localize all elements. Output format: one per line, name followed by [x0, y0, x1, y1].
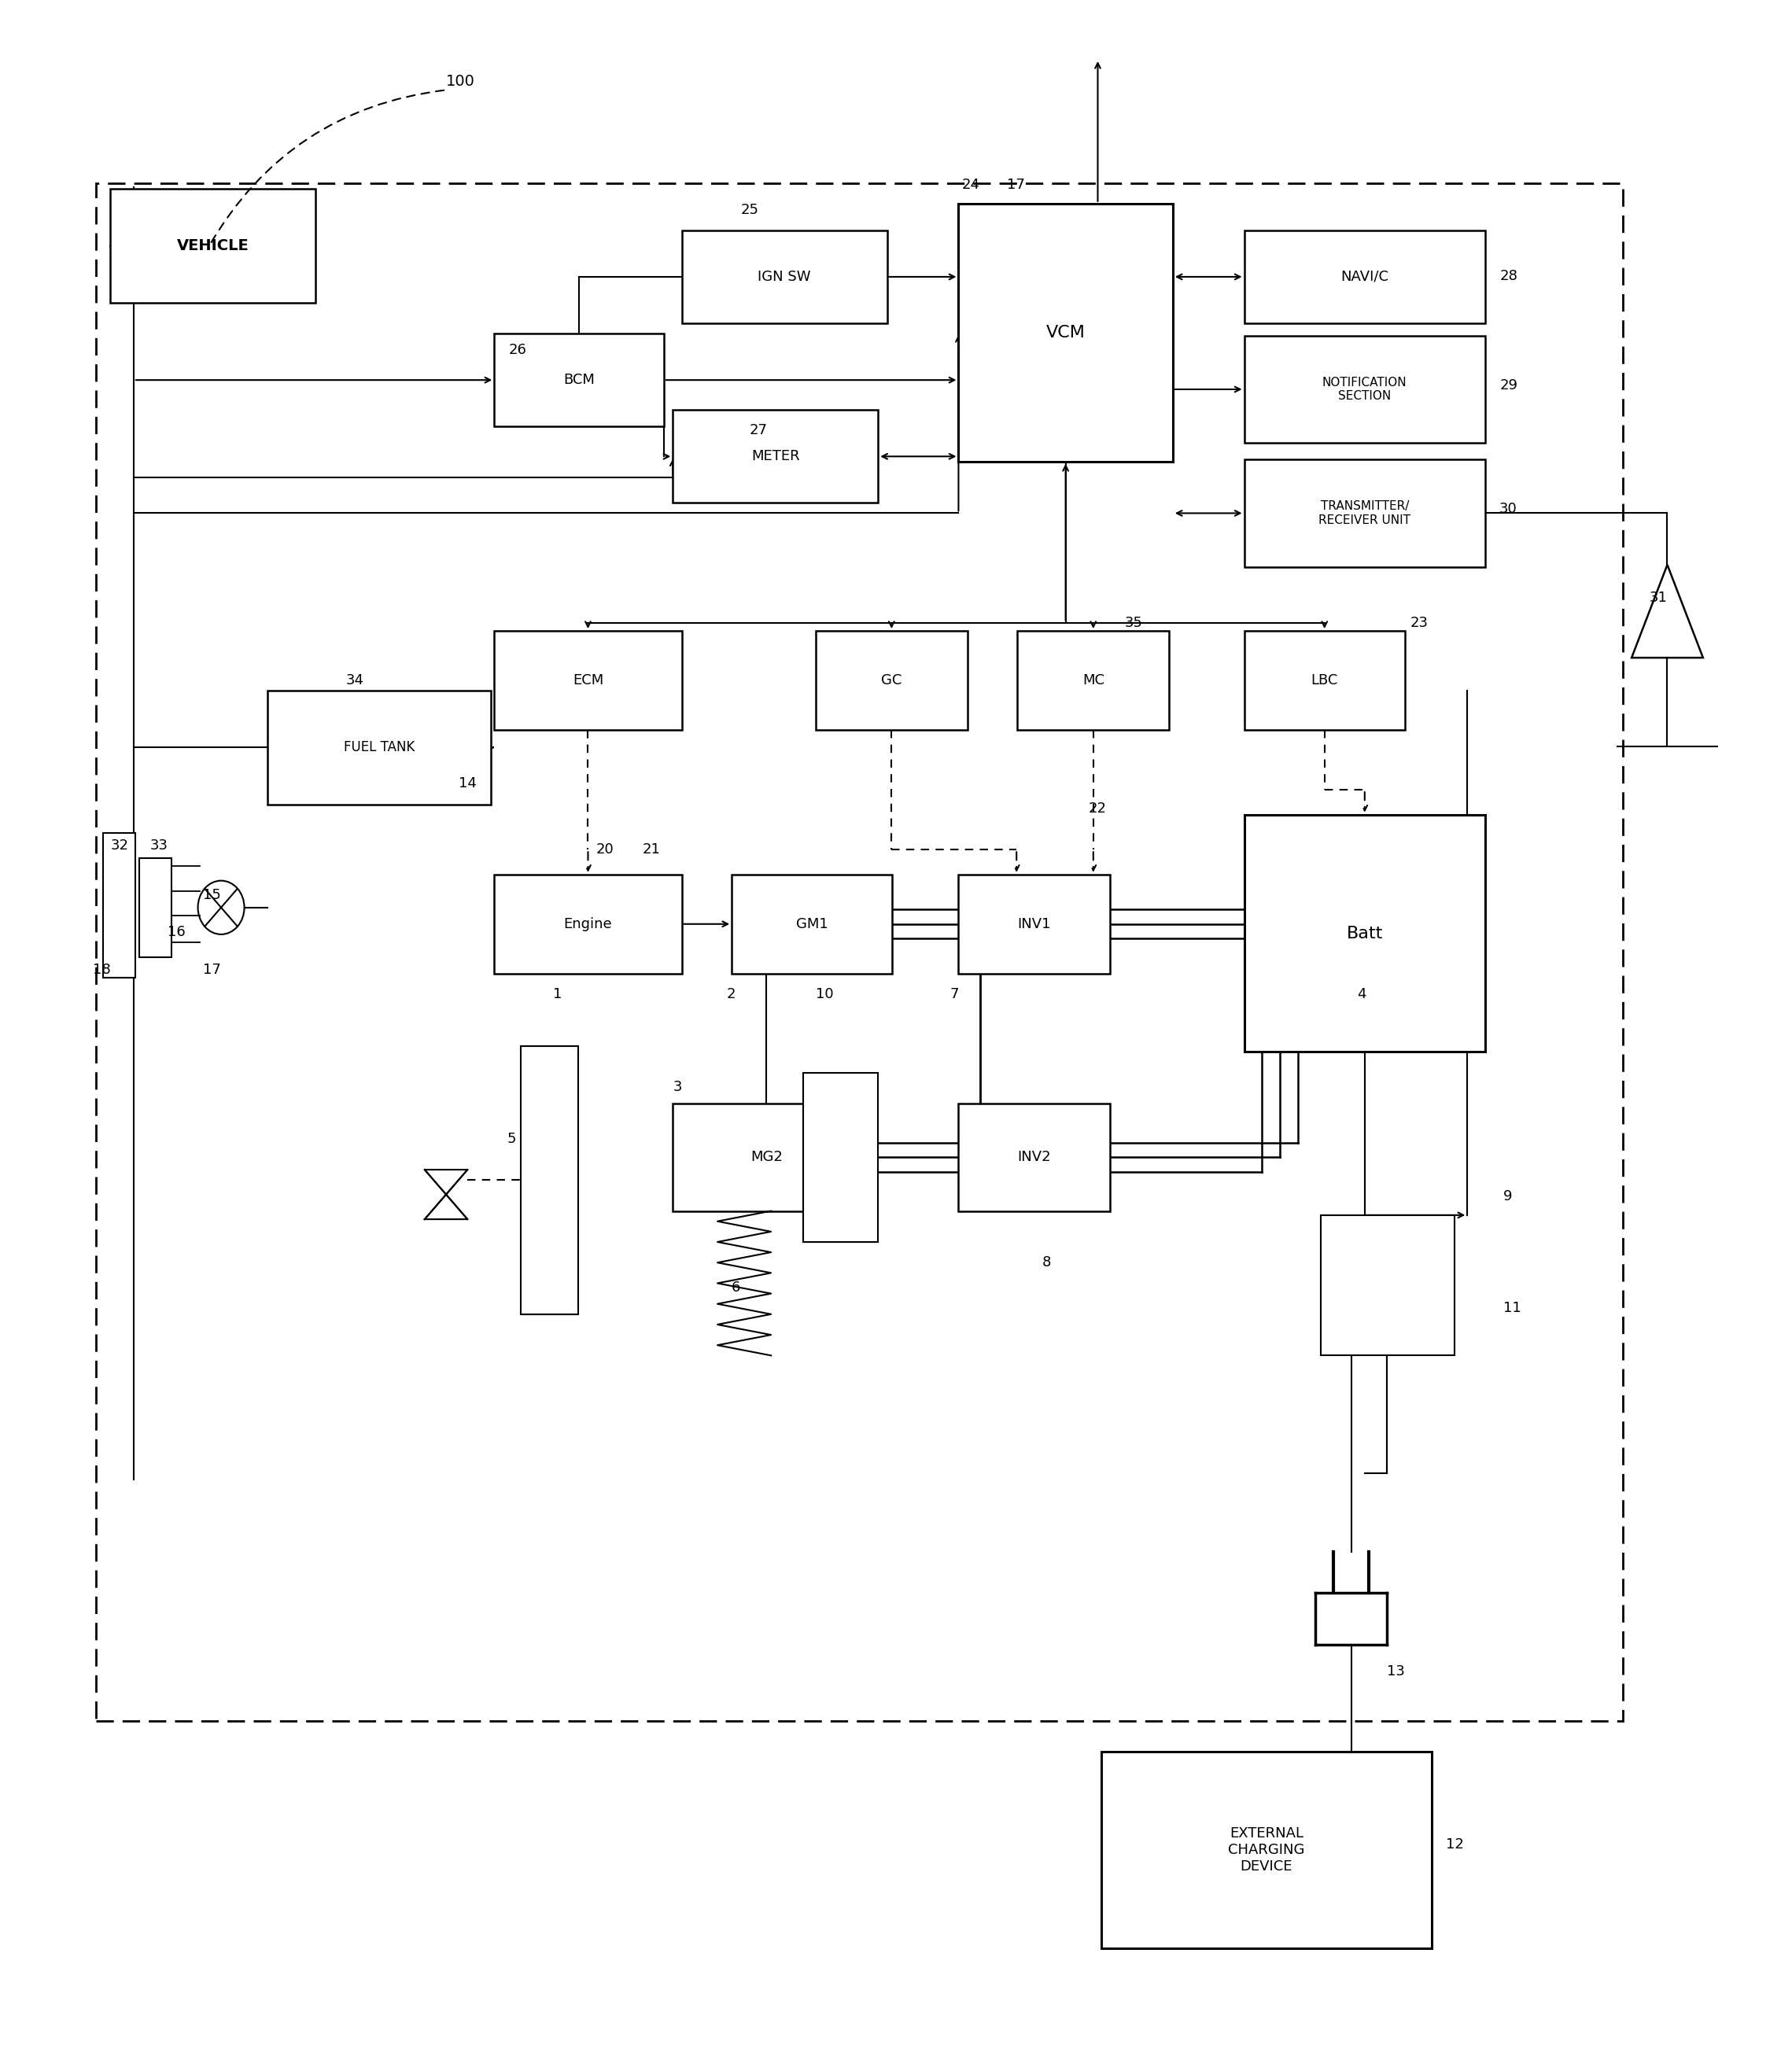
FancyBboxPatch shape — [959, 203, 1172, 462]
Text: 33: 33 — [151, 839, 168, 853]
Text: Engine: Engine — [564, 917, 613, 932]
Text: Batt: Batt — [1346, 926, 1383, 940]
Text: 1: 1 — [554, 988, 563, 1000]
FancyBboxPatch shape — [267, 692, 491, 804]
Text: 11: 11 — [1503, 1301, 1521, 1315]
Text: 23: 23 — [1410, 615, 1428, 630]
Text: 15: 15 — [202, 888, 220, 903]
FancyBboxPatch shape — [815, 632, 968, 729]
Text: 21: 21 — [643, 843, 661, 857]
FancyBboxPatch shape — [1244, 814, 1486, 1052]
Text: MC: MC — [1082, 673, 1104, 688]
Text: INV1: INV1 — [1018, 917, 1052, 932]
Text: 6: 6 — [731, 1280, 740, 1294]
FancyBboxPatch shape — [1244, 230, 1486, 323]
FancyBboxPatch shape — [681, 230, 887, 323]
Text: 25: 25 — [740, 203, 758, 217]
FancyBboxPatch shape — [672, 1104, 860, 1212]
Text: 17: 17 — [1007, 178, 1025, 193]
Text: 10: 10 — [815, 988, 833, 1000]
Text: 22: 22 — [1090, 801, 1107, 816]
FancyBboxPatch shape — [1244, 460, 1486, 567]
Text: FUEL TANK: FUEL TANK — [344, 741, 414, 754]
FancyBboxPatch shape — [495, 874, 681, 973]
Text: EXTERNAL
CHARGING
DEVICE: EXTERNAL CHARGING DEVICE — [1228, 1827, 1305, 1874]
Text: VEHICLE: VEHICLE — [177, 238, 249, 253]
FancyBboxPatch shape — [672, 410, 878, 503]
Text: 27: 27 — [749, 425, 767, 437]
Text: 34: 34 — [346, 673, 364, 688]
Text: TRANSMITTER/
RECEIVER UNIT: TRANSMITTER/ RECEIVER UNIT — [1319, 501, 1410, 526]
Text: 14: 14 — [459, 777, 477, 791]
FancyBboxPatch shape — [1102, 1752, 1432, 1949]
Text: MG2: MG2 — [751, 1149, 783, 1164]
Text: IGN SW: IGN SW — [758, 269, 812, 284]
Text: 5: 5 — [507, 1131, 516, 1145]
Text: GM1: GM1 — [796, 917, 828, 932]
Text: 8: 8 — [1043, 1255, 1052, 1270]
Text: 16: 16 — [167, 926, 185, 940]
Text: 3: 3 — [672, 1081, 683, 1093]
Text: 2: 2 — [726, 988, 735, 1000]
FancyBboxPatch shape — [959, 874, 1111, 973]
FancyBboxPatch shape — [495, 333, 663, 427]
Text: 17: 17 — [202, 963, 220, 978]
Text: 24: 24 — [962, 178, 980, 193]
Text: 100: 100 — [446, 75, 475, 89]
FancyBboxPatch shape — [1244, 336, 1486, 443]
FancyBboxPatch shape — [1321, 1216, 1455, 1357]
Text: 20: 20 — [597, 843, 615, 857]
Text: NAVI/C: NAVI/C — [1340, 269, 1389, 284]
Text: LBC: LBC — [1312, 673, 1339, 688]
Text: 35: 35 — [1125, 615, 1143, 630]
Text: 29: 29 — [1500, 379, 1518, 391]
Text: BCM: BCM — [563, 373, 595, 387]
Text: 31: 31 — [1649, 590, 1667, 605]
Text: 18: 18 — [93, 963, 111, 978]
FancyBboxPatch shape — [495, 632, 681, 729]
FancyBboxPatch shape — [140, 857, 170, 957]
Text: 13: 13 — [1387, 1665, 1405, 1678]
Text: ECM: ECM — [573, 673, 604, 688]
Text: INV2: INV2 — [1018, 1149, 1052, 1164]
Text: VCM: VCM — [1047, 325, 1086, 340]
Text: 28: 28 — [1500, 269, 1518, 284]
FancyBboxPatch shape — [803, 1073, 878, 1243]
FancyBboxPatch shape — [111, 188, 315, 302]
FancyBboxPatch shape — [521, 1046, 579, 1315]
Text: 12: 12 — [1446, 1837, 1464, 1851]
FancyBboxPatch shape — [959, 1104, 1111, 1212]
Text: 32: 32 — [111, 839, 129, 853]
Text: METER: METER — [751, 449, 799, 464]
FancyBboxPatch shape — [1018, 632, 1168, 729]
Text: 30: 30 — [1500, 501, 1518, 516]
Text: NOTIFICATION
SECTION: NOTIFICATION SECTION — [1322, 377, 1407, 402]
FancyBboxPatch shape — [731, 874, 892, 973]
Text: 26: 26 — [509, 344, 527, 356]
Text: 4: 4 — [1357, 988, 1366, 1000]
FancyBboxPatch shape — [1244, 632, 1405, 729]
FancyBboxPatch shape — [104, 833, 136, 978]
Text: 7: 7 — [950, 988, 959, 1000]
Text: 9: 9 — [1503, 1189, 1512, 1203]
Text: GC: GC — [882, 673, 901, 688]
